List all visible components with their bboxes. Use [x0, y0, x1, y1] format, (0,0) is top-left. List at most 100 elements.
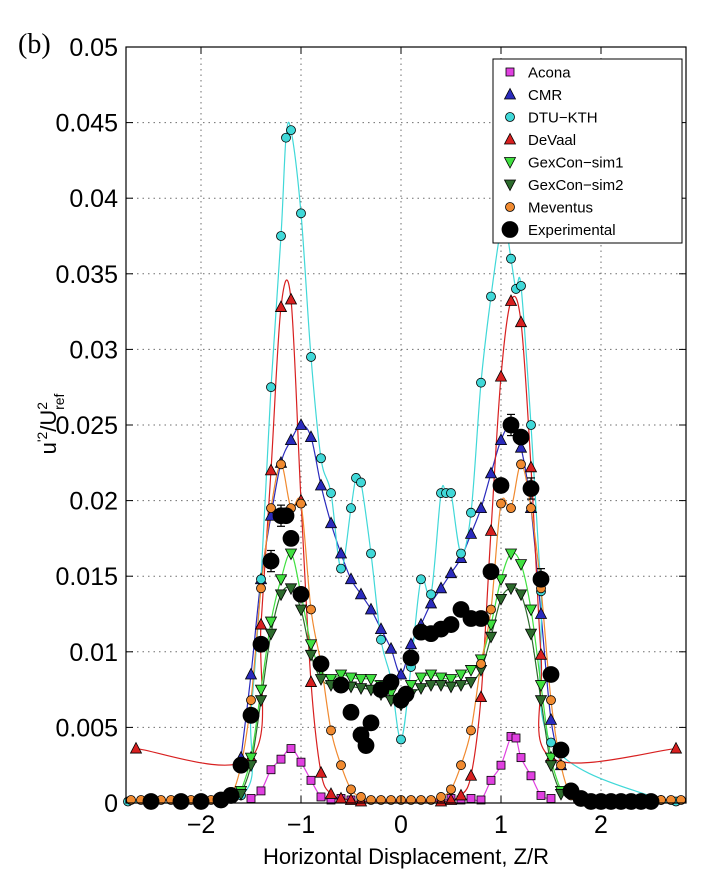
meventus-point — [376, 795, 386, 805]
gexcon-sim2-point — [424, 680, 438, 692]
gexcon-sim1-point — [524, 604, 538, 617]
y-tick-label: 0.015 — [55, 563, 118, 591]
gexcon-sim2-point — [354, 683, 368, 695]
legend-label: Experimental — [528, 222, 616, 239]
experimental-point — [382, 673, 400, 691]
dtu-kth-point — [466, 507, 476, 518]
meventus-point — [416, 795, 426, 805]
acona-point — [266, 765, 276, 775]
cmr-point — [334, 546, 348, 559]
y-tick-label: 0.045 — [55, 110, 118, 138]
devaal-point — [464, 768, 478, 781]
experimental-point — [472, 610, 490, 627]
legend-label: CMR — [528, 87, 562, 104]
dtu-kth-point — [526, 420, 536, 430]
gexcon-sim1-point — [264, 616, 278, 629]
y-tick-label: 0.04 — [69, 185, 118, 213]
acona-point — [256, 786, 266, 796]
gexcon-sim1-point — [534, 680, 548, 692]
y-tick-label: 0.035 — [55, 261, 118, 289]
gexcon-sim1-point — [494, 574, 508, 587]
panel-label: (b) — [18, 29, 51, 60]
meventus-line — [131, 463, 681, 801]
gexcon-sim2-point — [444, 681, 458, 694]
dtu-kth-point — [276, 231, 286, 241]
devaal-point — [514, 315, 528, 328]
experimental-point — [502, 416, 520, 434]
meventus-point — [666, 795, 676, 805]
gexcon-sim1-point — [544, 752, 558, 765]
gexcon-sim1-point — [504, 548, 518, 561]
cmr-point — [514, 440, 528, 453]
devaal-point — [494, 369, 508, 382]
meventus-point — [366, 795, 376, 805]
meventus-point — [336, 760, 346, 771]
legend-marker-gexcon-sim2 — [503, 179, 517, 192]
gexcon-sim2-point — [534, 695, 548, 708]
experimental-point — [552, 741, 570, 759]
gexcon-sim1-point — [444, 674, 458, 686]
gexcon-sim2-point — [304, 649, 318, 662]
devaal-point — [474, 690, 488, 703]
experimental-point — [402, 649, 420, 667]
cmr-point — [434, 581, 448, 594]
cmr-point — [544, 712, 558, 725]
gexcon-sim2-point — [294, 604, 308, 617]
gexcon-sim2-point — [414, 683, 428, 695]
legend-marker-meventus — [505, 202, 515, 212]
acona-point — [546, 794, 556, 803]
gexcon-sim1-point — [464, 665, 478, 677]
gexcon-sim2-point — [504, 583, 518, 596]
x-tick-label: 0 — [394, 811, 408, 839]
gexcon-sim2-markers — [234, 583, 568, 801]
dtu-kth-point — [356, 477, 366, 488]
legend-label: DTU−KTH — [528, 110, 598, 127]
devaal-point — [344, 793, 358, 805]
legend-item-gexcon-sim2: GexCon−sim2 — [503, 177, 623, 194]
cmr-point — [344, 572, 358, 585]
cmr-point — [534, 607, 548, 619]
y-title-slash: /U — [36, 410, 61, 432]
meventus-point — [256, 583, 266, 594]
dtu-kth-point — [296, 208, 306, 219]
meventus-point — [266, 503, 276, 514]
y-tick-label: 0 — [104, 790, 118, 818]
dtu-kth-point — [506, 253, 516, 264]
meventus-point — [506, 503, 516, 514]
acona-point — [511, 733, 521, 743]
experimental-point — [142, 793, 160, 810]
meventus-point — [546, 695, 556, 706]
legend-item-gexcon-sim1: GexCon−sim1 — [503, 155, 623, 172]
legend-label: Acona — [528, 65, 571, 82]
legend-marker-dtu-kth — [505, 112, 515, 122]
cmr-point — [444, 566, 458, 579]
gexcon-sim2-point — [434, 680, 448, 692]
gexcon-sim2-point — [274, 589, 288, 602]
devaal-point — [129, 741, 143, 754]
cmr-point — [314, 478, 328, 491]
dtu-kth-point — [476, 377, 486, 388]
experimental-point — [397, 685, 415, 703]
legend-label: DeVaal — [528, 132, 576, 149]
meventus-point — [386, 795, 396, 805]
gexcon-sim1-point — [254, 684, 268, 697]
dtu-kth-point — [396, 734, 406, 745]
cmr-point — [324, 516, 338, 529]
y-tick-labels: 0 0.005 0.01 0.015 0.02 0.025 0.03 0.035 0.04 0.0… — [55, 34, 118, 818]
meventus-point — [426, 795, 436, 805]
meventus-point — [296, 498, 306, 509]
gexcon-sim1-point — [404, 680, 418, 692]
dtu-kth-point — [336, 563, 346, 574]
x-axis-title: Horizontal Displacement, Z/R — [263, 844, 549, 869]
experimental-point — [172, 793, 190, 810]
legend-marker-gexcon-sim1 — [503, 157, 517, 169]
cmr-point — [304, 430, 318, 442]
cmr-point — [484, 466, 498, 479]
devaal-point — [274, 300, 288, 312]
experimental-point — [357, 737, 375, 754]
legend-item-acona: Acona — [505, 65, 571, 82]
devaal-point — [284, 292, 298, 305]
legend-item-devaal: DeVaal — [503, 132, 576, 149]
gexcon-sim1-point — [364, 674, 378, 686]
legend-item-dtu-kth: DTU−KTH — [505, 110, 598, 127]
